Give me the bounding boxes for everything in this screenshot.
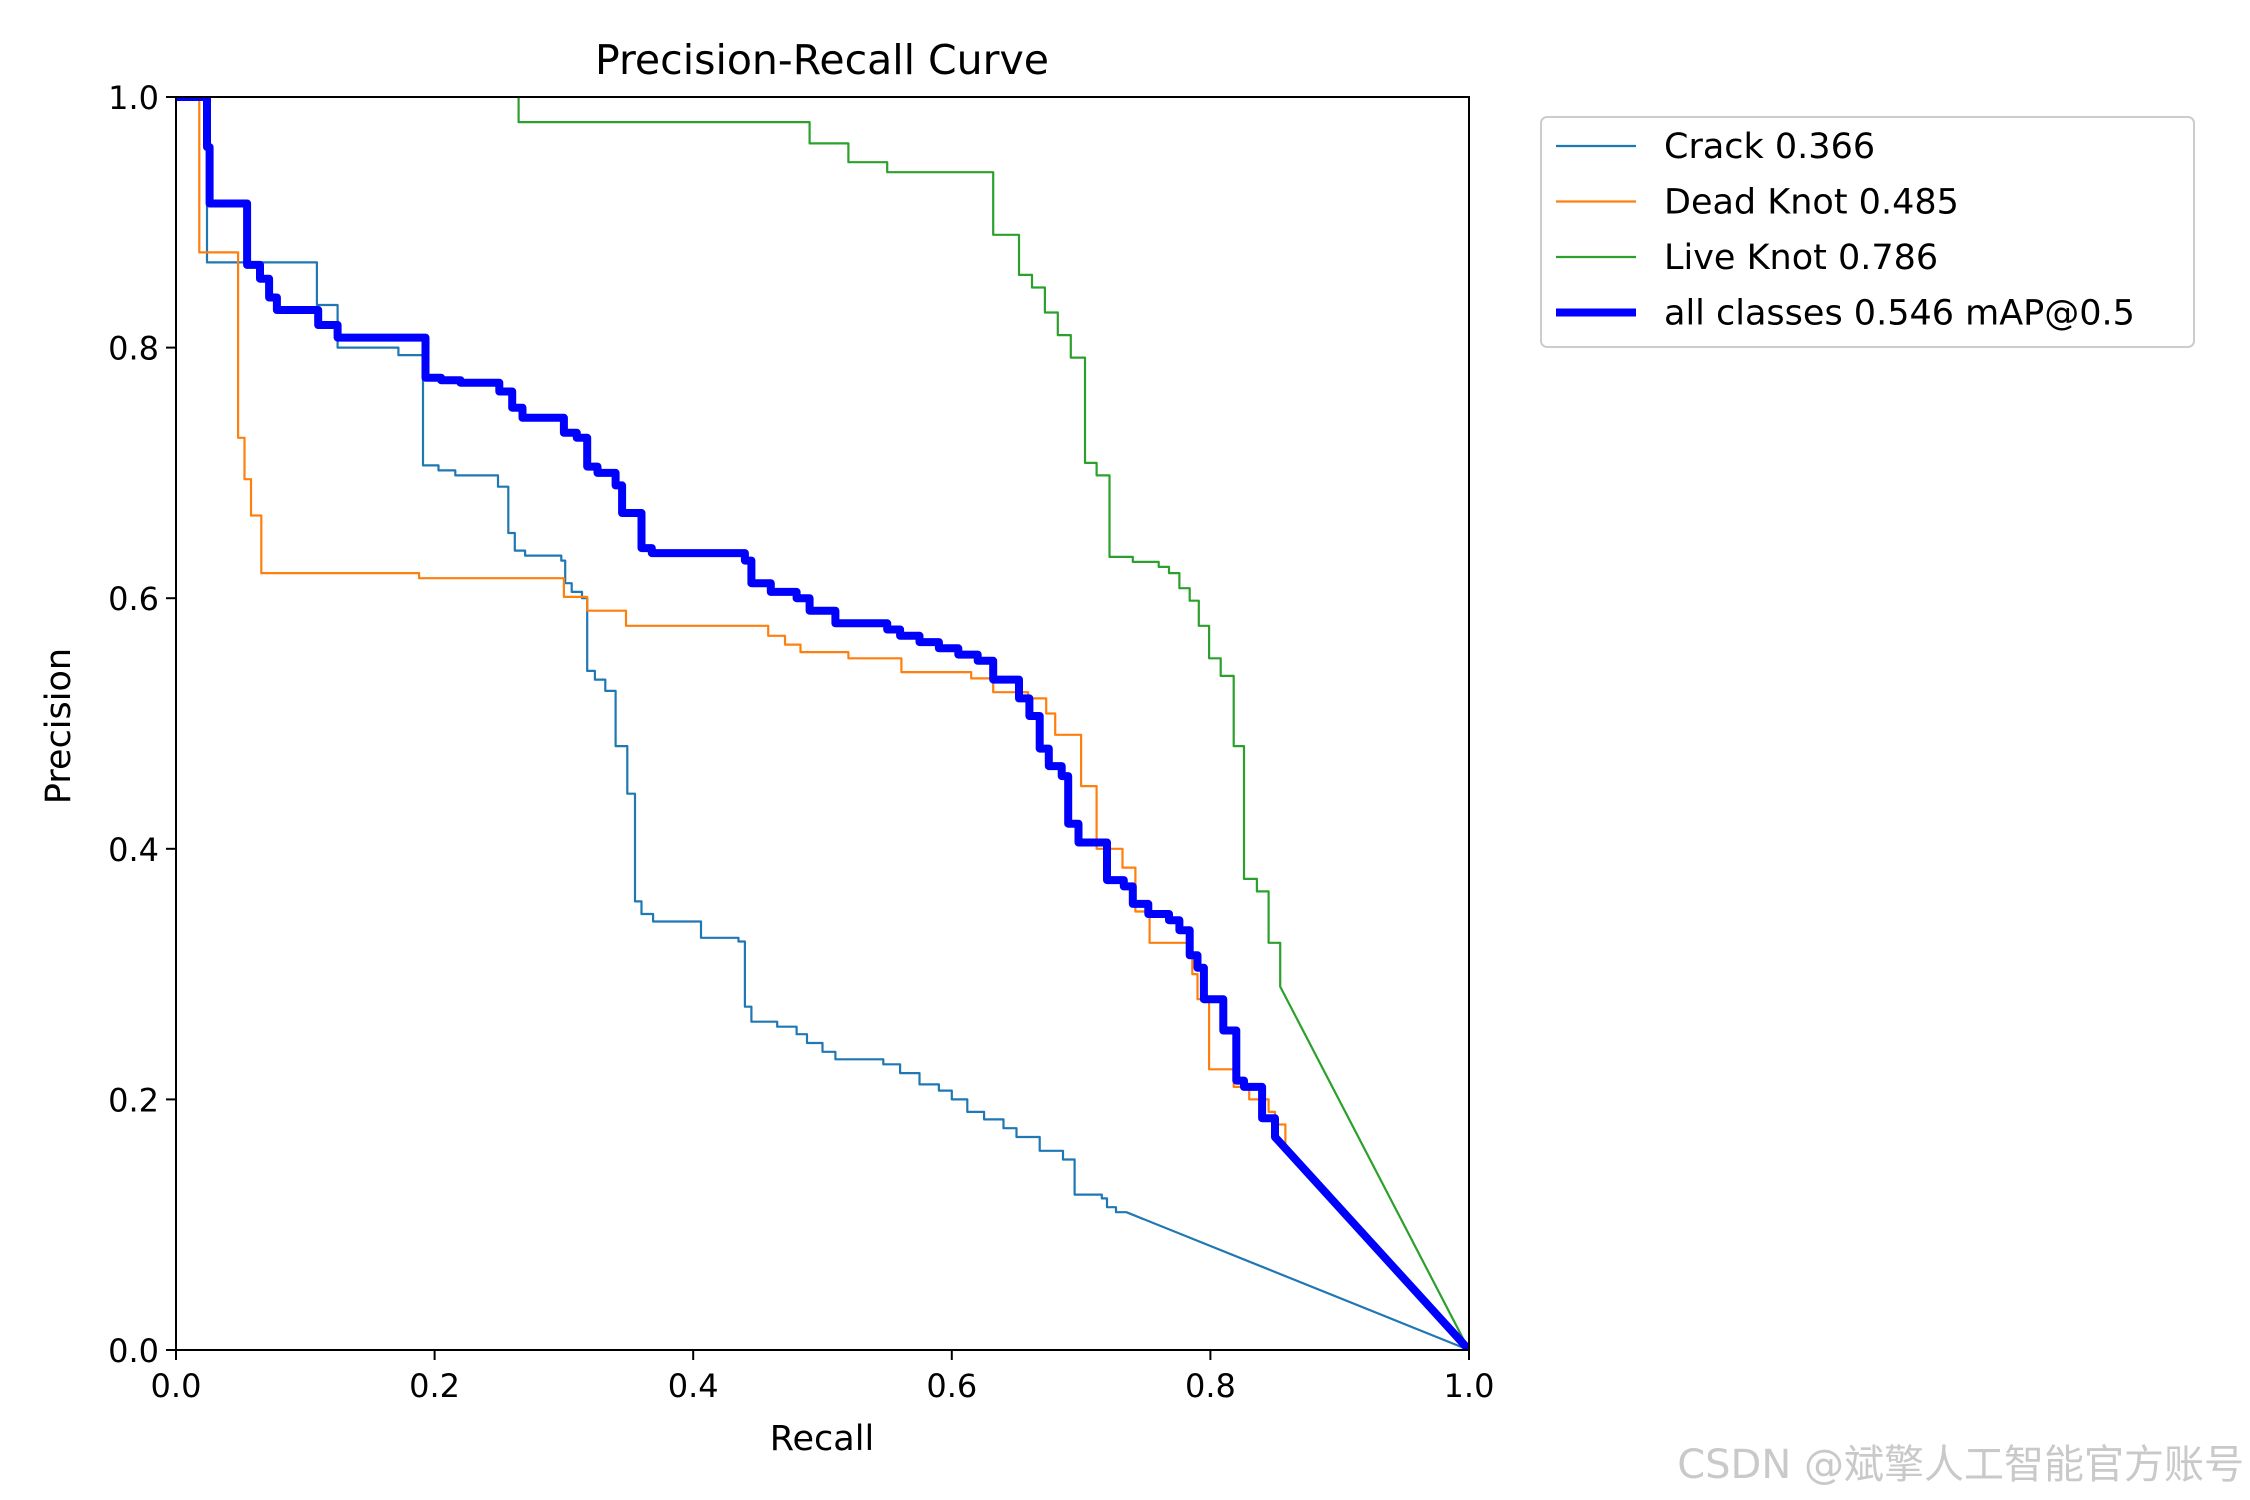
x-tick-label: 0.0 (151, 1367, 202, 1405)
x-axis-label: Recall (770, 1419, 874, 1459)
y-axis: 0.0 0.2 0.4 0.6 0.8 1.0 (108, 79, 176, 1370)
series-line-dead (176, 97, 1469, 1350)
legend: Crack 0.366 Dead Knot 0.485 Live Knot 0.78… (1540, 116, 2195, 348)
series-line-live (517, 97, 1469, 1350)
x-axis: 0.0 0.2 0.4 0.6 0.8 1.0 (151, 1350, 1495, 1405)
y-tick-label: 0.6 (108, 580, 159, 618)
y-axis-label: Precision (39, 648, 79, 804)
series-line-all-classes (176, 97, 1469, 1350)
legend-label-all-classes: all classes 0.546 mAP@0.5 (1664, 294, 2135, 334)
series-layer (176, 97, 1469, 1350)
x-tick-label: 0.4 (668, 1367, 719, 1405)
x-tick-label: 0.6 (926, 1367, 977, 1405)
watermark-text: CSDN @斌擎人工智能官方账号 (1677, 1442, 2244, 1488)
y-tick-label: 0.8 (108, 330, 159, 368)
x-tick-label: 1.0 (1444, 1367, 1495, 1405)
legend-box (1540, 116, 2195, 348)
x-tick-label: 0.2 (409, 1367, 460, 1405)
series-line-crack (176, 97, 1469, 1350)
plot-frame (175, 96, 1470, 1351)
y-tick-label: 0.0 (108, 1332, 159, 1370)
legend-label-crack: Crack 0.366 (1664, 127, 1875, 167)
legend-label-live: Live Knot 0.786 (1664, 238, 1938, 278)
y-tick-label: 0.2 (108, 1081, 159, 1119)
y-tick-label: 0.4 (108, 831, 159, 869)
chart-title: Precision-Recall Curve (595, 36, 1049, 84)
legend-label-dead: Dead Knot 0.485 (1664, 183, 1959, 223)
y-tick-label: 1.0 (108, 79, 159, 117)
x-tick-label: 0.8 (1185, 1367, 1236, 1405)
